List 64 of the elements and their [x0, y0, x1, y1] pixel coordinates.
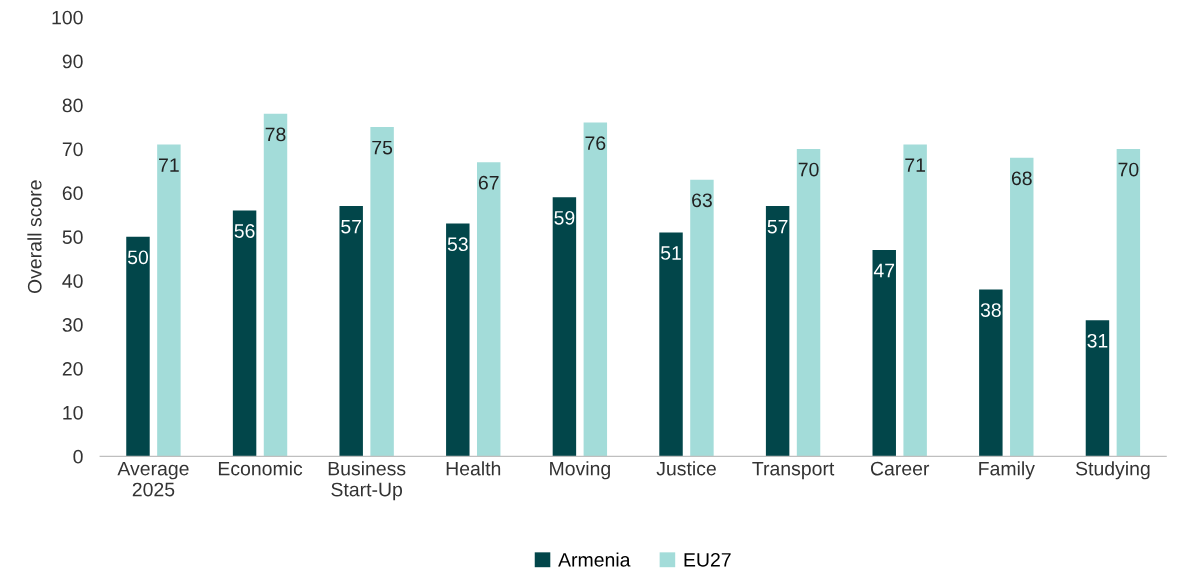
bar: [339, 206, 363, 457]
data-label: 71: [905, 158, 926, 172]
data-label: 56: [234, 224, 255, 238]
data-label: 63: [692, 193, 712, 208]
bar: [765, 206, 790, 457]
bar: [157, 144, 181, 457]
data-label: 38: [980, 303, 1001, 317]
data-label: 67: [478, 175, 499, 190]
data-label: 31: [1087, 333, 1108, 348]
x-tick-label: Transport: [752, 461, 835, 480]
legend-label: EU27: [684, 552, 731, 567]
data-label: 53: [447, 237, 468, 252]
bar: [232, 210, 257, 457]
bar: [583, 122, 608, 457]
y-tick-label: 80: [62, 98, 83, 113]
bar: [446, 223, 470, 457]
bar: [979, 289, 1003, 457]
x-tick-label: Justice: [656, 461, 716, 476]
bar: [659, 232, 683, 457]
x-tick-label: Family: [979, 461, 1035, 480]
data-label: 70: [798, 162, 819, 177]
data-label: 57: [767, 219, 788, 234]
data-label: 78: [265, 127, 286, 142]
y-tick-label: 100: [52, 10, 83, 25]
y-tick-label: 40: [62, 274, 83, 288]
bar: [872, 249, 896, 457]
x-tick-label: Economic: [218, 461, 303, 476]
data-label: 57: [341, 219, 362, 234]
bar: [1085, 320, 1110, 457]
x-tick-label: Moving: [550, 461, 610, 480]
y-axis-title: Overall score: [27, 180, 42, 294]
legend-label: Armenia: [558, 552, 631, 567]
data-label: 51: [660, 246, 681, 260]
x-tick-label: Health: [446, 461, 501, 476]
y-tick-label: 60: [62, 186, 83, 201]
y-tick-label: 90: [62, 54, 83, 69]
y-tick-label: 10: [63, 405, 83, 420]
x-tick-label: Business Start-Up: [328, 461, 406, 501]
x-tick-label: Studying: [1075, 461, 1150, 480]
bar: [903, 144, 927, 457]
bar: [263, 113, 288, 457]
bar: [126, 236, 150, 457]
y-tick-label: 0: [73, 449, 83, 464]
data-label: 68: [1011, 171, 1032, 186]
x-tick-label: Average 2025: [117, 461, 189, 497]
bar: [1010, 157, 1034, 457]
data-label: 70: [1118, 162, 1139, 177]
y-tick-label: 30: [62, 318, 83, 332]
bar: [796, 148, 821, 457]
bar: [476, 162, 501, 457]
data-label: 47: [873, 263, 895, 278]
data-label: 75: [372, 140, 393, 155]
bar: [690, 179, 714, 457]
bar: [370, 127, 394, 457]
data-label: 71: [159, 158, 179, 172]
bar: [1116, 148, 1141, 457]
y-tick-label: 50: [62, 230, 83, 245]
data-label: 76: [585, 136, 606, 151]
y-tick-label: 70: [62, 142, 83, 157]
x-tick-label: Career: [870, 461, 930, 476]
bar: [552, 197, 577, 457]
data-label: 50: [127, 250, 149, 265]
data-label: 59: [554, 210, 575, 225]
y-tick-label: 20: [62, 361, 83, 376]
